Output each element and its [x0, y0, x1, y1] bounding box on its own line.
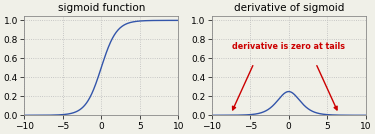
Title: derivative of sigmoid: derivative of sigmoid: [234, 3, 344, 14]
Text: derivative is zero at tails: derivative is zero at tails: [232, 42, 345, 51]
Title: sigmoid function: sigmoid function: [57, 3, 145, 14]
